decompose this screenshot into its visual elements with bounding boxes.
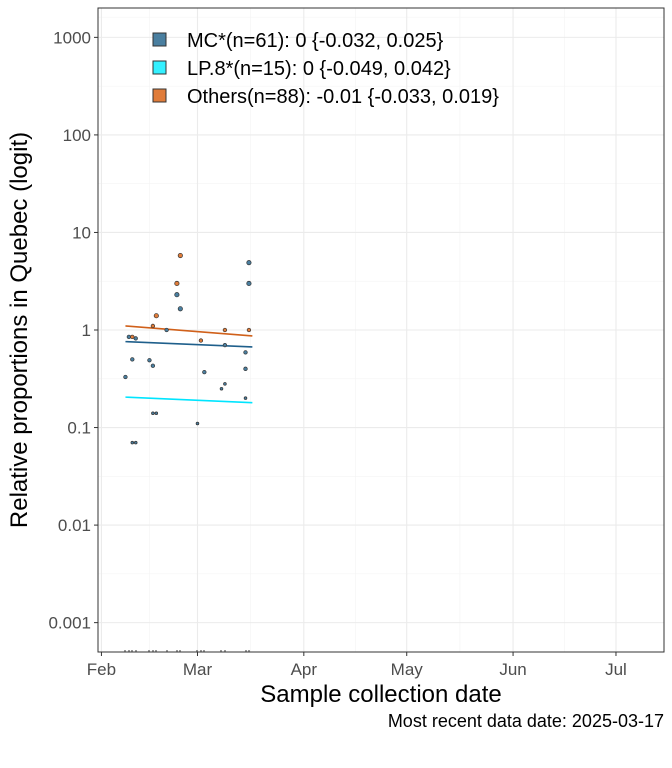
legend: MC*(n=61): 0 {-0.032, 0.025} LP.8*(n=15):… xyxy=(152,30,499,108)
data-point-series-0 xyxy=(219,386,224,391)
y-axis-ticks: 0.001 0.01 0.1 1 10 100 1000 xyxy=(48,28,98,633)
data-point-series-0 xyxy=(174,292,180,298)
data-point-series-2 xyxy=(150,323,156,329)
data-point-series-0 xyxy=(195,421,200,426)
data-point-series-0 xyxy=(130,440,135,445)
data-point-series-0 xyxy=(243,396,248,400)
fit-lines xyxy=(125,325,253,404)
y-axis-title: Relative proportions in Quebec (logit) xyxy=(6,132,33,528)
x-tick-label: Jul xyxy=(605,660,627,679)
x-axis-ticks: Feb Mar Apr May Jun Jul xyxy=(87,652,627,679)
data-points xyxy=(123,252,252,445)
x-tick-label: Jun xyxy=(499,660,526,679)
caption-most-recent-date: Most recent data date: 2025-03-17 xyxy=(388,711,664,731)
y-tick-label: 10 xyxy=(72,223,91,242)
x-tick-label: Apr xyxy=(291,660,318,679)
data-point-series-2 xyxy=(198,338,204,343)
data-point-series-0 xyxy=(126,334,132,340)
data-point-series-0 xyxy=(243,350,248,355)
legend-label-series-2: Others(n=88): -0.01 {-0.033, 0.019} xyxy=(187,86,499,108)
data-point-series-0 xyxy=(246,280,252,287)
fit-line-series-2 xyxy=(125,325,253,337)
y-tick-label: 1 xyxy=(82,321,91,340)
data-point-series-0 xyxy=(246,260,252,266)
data-point-series-0 xyxy=(177,306,183,312)
data-point-series-0 xyxy=(154,411,159,416)
legend-key-series-1 xyxy=(152,60,167,75)
data-point-series-2 xyxy=(222,327,228,333)
fit-line-series-1 xyxy=(125,396,253,404)
data-point-series-2 xyxy=(246,327,252,333)
data-point-series-0 xyxy=(130,357,135,362)
data-point-series-0 xyxy=(202,369,207,375)
legend-label-series-0: MC*(n=61): 0 {-0.032, 0.025} xyxy=(187,30,444,52)
data-point-series-0 xyxy=(222,342,228,348)
legend-label-series-1: LP.8*(n=15): 0 {-0.049, 0.042} xyxy=(187,58,451,80)
data-point-series-0 xyxy=(133,336,138,341)
x-tick-label: Feb xyxy=(87,660,116,679)
data-point-series-0 xyxy=(133,440,138,445)
data-point-series-0 xyxy=(151,411,155,416)
y-tick-label: 0.001 xyxy=(48,614,91,633)
data-point-series-2 xyxy=(177,252,183,259)
data-point-series-0 xyxy=(123,374,128,380)
y-tick-label: 0.1 xyxy=(67,419,91,438)
legend-key-series-0 xyxy=(152,32,167,47)
x-tick-label: May xyxy=(391,660,424,679)
x-axis-title: Sample collection date xyxy=(260,681,501,708)
data-point-series-0 xyxy=(147,358,152,363)
data-point-series-0 xyxy=(223,382,227,386)
data-point-series-0 xyxy=(164,327,169,333)
y-tick-label: 0.01 xyxy=(58,516,91,535)
data-point-series-2 xyxy=(174,280,180,287)
major-gridlines xyxy=(98,8,664,652)
y-tick-label: 100 xyxy=(63,126,91,145)
y-tick-label: 1000 xyxy=(53,28,91,47)
fit-line-series-0 xyxy=(125,340,253,348)
data-point-series-2 xyxy=(153,313,159,319)
data-point-series-0 xyxy=(243,366,248,371)
data-point-series-2 xyxy=(130,334,135,340)
data-point-series-0 xyxy=(150,363,156,368)
legend-key-series-2 xyxy=(152,88,167,103)
x-tick-label: Mar xyxy=(183,660,213,679)
